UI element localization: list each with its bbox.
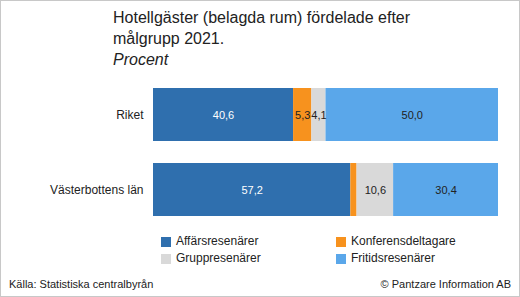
svg-text:Riket: Riket: [116, 108, 144, 122]
html-text:Källa: Statistiska centralbyrå: Källa: Statistiska centralbyrån: [9, 278, 154, 290]
svg-text:5,3: 5,3: [295, 109, 310, 121]
html-text:Gruppresenärer: Gruppresenärer: [176, 251, 261, 265]
svg-text:40,6: 40,6: [213, 109, 234, 121]
html-text:Affärsresenärer: Affärsresenärer: [176, 234, 259, 248]
html-text:Procent: Procent: [113, 51, 169, 68]
html-text:Fritidsresenärer: Fritidsresenärer: [351, 251, 435, 265]
html-text:Konferensdeltagare: Konferensdeltagare: [351, 234, 456, 248]
html-text:Hotellgäster (belagda rum) för: Hotellgäster (belagda rum) fördelade eft…: [113, 9, 410, 47]
svg-text:Västerbottens län: Västerbottens län: [50, 183, 143, 197]
svg-text:4,1: 4,1: [311, 109, 326, 121]
svg-text:10,6: 10,6: [365, 184, 386, 196]
html-text:© Pantzare Information AB: © Pantzare Information AB: [380, 278, 511, 290]
svg-text:57,2: 57,2: [241, 184, 262, 196]
svg-text:30,4: 30,4: [435, 184, 456, 196]
svg-text:50,0: 50,0: [402, 109, 423, 121]
